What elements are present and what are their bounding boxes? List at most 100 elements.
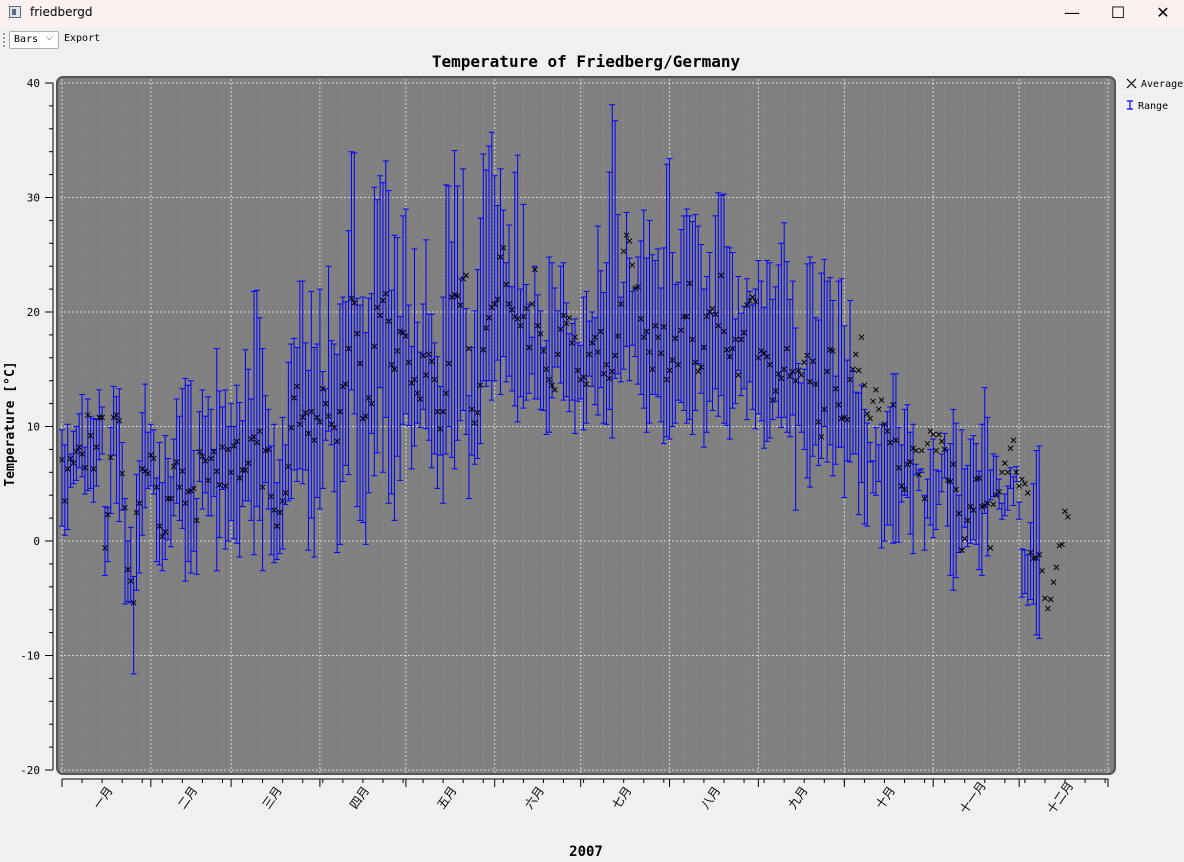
range-bar[interactable]	[872, 427, 879, 496]
average-point[interactable]	[179, 468, 186, 475]
range-bar[interactable]	[520, 203, 527, 409]
average-point[interactable]	[560, 312, 567, 319]
average-point[interactable]	[428, 358, 435, 365]
range-bar[interactable]	[351, 152, 358, 415]
range-bar[interactable]	[938, 453, 945, 493]
range-bar[interactable]	[829, 300, 836, 477]
average-point[interactable]	[84, 412, 91, 418]
range-bar[interactable]	[944, 448, 951, 527]
average-point[interactable]	[830, 348, 836, 354]
range-bar[interactable]	[514, 154, 521, 423]
average-point[interactable]	[211, 448, 217, 455]
average-point[interactable]	[941, 446, 948, 453]
average-point[interactable]	[308, 408, 315, 415]
range-bar[interactable]	[362, 332, 369, 545]
range-bar[interactable]	[448, 241, 455, 458]
range-bar[interactable]	[815, 319, 822, 466]
range-bar[interactable]	[259, 348, 266, 572]
average-point[interactable]	[417, 396, 424, 402]
average-point[interactable]	[712, 311, 719, 318]
range-bar[interactable]	[187, 380, 194, 574]
range-bar[interactable]	[354, 297, 361, 508]
range-bar[interactable]	[528, 336, 535, 375]
range-bar[interactable]	[93, 419, 100, 487]
average-point[interactable]	[509, 306, 515, 313]
average-point[interactable]	[907, 459, 914, 465]
average-point[interactable]	[689, 336, 696, 343]
range-bar[interactable]	[397, 316, 404, 481]
average-point[interactable]	[795, 367, 802, 374]
average-point[interactable]	[497, 254, 504, 260]
range-bar[interactable]	[706, 251, 713, 402]
range-bar[interactable]	[526, 303, 533, 394]
range-bar[interactable]	[159, 482, 166, 572]
range-bar[interactable]	[1021, 549, 1028, 595]
range-bar[interactable]	[775, 264, 782, 418]
range-bar[interactable]	[718, 194, 725, 397]
average-point[interactable]	[520, 313, 527, 320]
range-bar[interactable]	[577, 344, 584, 400]
average-point[interactable]	[615, 333, 621, 339]
average-point[interactable]	[732, 336, 739, 343]
average-point[interactable]	[597, 328, 604, 335]
average-point[interactable]	[554, 351, 561, 358]
average-point[interactable]	[847, 376, 853, 383]
range-bar[interactable]	[855, 392, 862, 516]
range-bar[interactable]	[506, 224, 513, 377]
average-point[interactable]	[867, 415, 873, 422]
range-bar[interactable]	[652, 259, 659, 395]
average-point[interactable]	[875, 406, 882, 413]
range-bar[interactable]	[322, 388, 329, 441]
range-bar[interactable]	[915, 469, 922, 492]
average-point[interactable]	[638, 316, 644, 322]
average-point[interactable]	[635, 283, 641, 290]
average-point[interactable]	[930, 431, 937, 438]
average-point[interactable]	[812, 381, 819, 387]
range-bar[interactable]	[454, 185, 461, 441]
legend-item-range[interactable]: Range	[1127, 100, 1168, 112]
average-point[interactable]	[901, 486, 908, 493]
range-bar[interactable]	[76, 413, 83, 469]
average-point[interactable]	[113, 412, 120, 418]
average-point[interactable]	[219, 444, 226, 450]
range-bar[interactable]	[841, 325, 848, 498]
average-point[interactable]	[251, 433, 257, 440]
average-point[interactable]	[190, 485, 197, 492]
range-bar[interactable]	[293, 346, 300, 482]
average-point[interactable]	[102, 545, 108, 551]
average-point[interactable]	[744, 302, 750, 308]
average-point[interactable]	[789, 368, 796, 375]
average-point[interactable]	[294, 383, 300, 390]
average-point[interactable]	[440, 408, 446, 415]
average-point[interactable]	[580, 374, 587, 381]
range-bar[interactable]	[440, 296, 447, 504]
average-point[interactable]	[403, 333, 409, 339]
range-bar[interactable]	[377, 175, 384, 389]
range-bar[interactable]	[655, 248, 662, 398]
range-bar[interactable]	[557, 265, 564, 384]
range-bar[interactable]	[978, 423, 985, 576]
range-bar[interactable]	[230, 426, 237, 540]
average-point[interactable]	[1001, 460, 1008, 466]
range-bar[interactable]	[554, 310, 561, 368]
average-point[interactable]	[87, 432, 94, 439]
average-point[interactable]	[589, 340, 596, 346]
range-bar[interactable]	[485, 145, 492, 382]
average-point[interactable]	[609, 368, 616, 375]
average-point[interactable]	[348, 295, 355, 302]
average-point[interactable]	[835, 401, 842, 408]
range-bar[interactable]	[560, 262, 567, 401]
range-bar[interactable]	[614, 214, 621, 375]
range-bar[interactable]	[970, 435, 977, 541]
range-bar[interactable]	[927, 448, 934, 526]
range-bar[interactable]	[801, 368, 808, 450]
average-point[interactable]	[895, 464, 902, 471]
average-point[interactable]	[431, 376, 438, 383]
average-point[interactable]	[572, 334, 578, 341]
average-point[interactable]	[59, 456, 65, 463]
average-point[interactable]	[119, 470, 126, 477]
range-bar[interactable]	[571, 318, 578, 434]
average-point[interactable]	[686, 280, 693, 287]
range-bar[interactable]	[950, 408, 957, 591]
range-bar[interactable]	[67, 453, 74, 488]
